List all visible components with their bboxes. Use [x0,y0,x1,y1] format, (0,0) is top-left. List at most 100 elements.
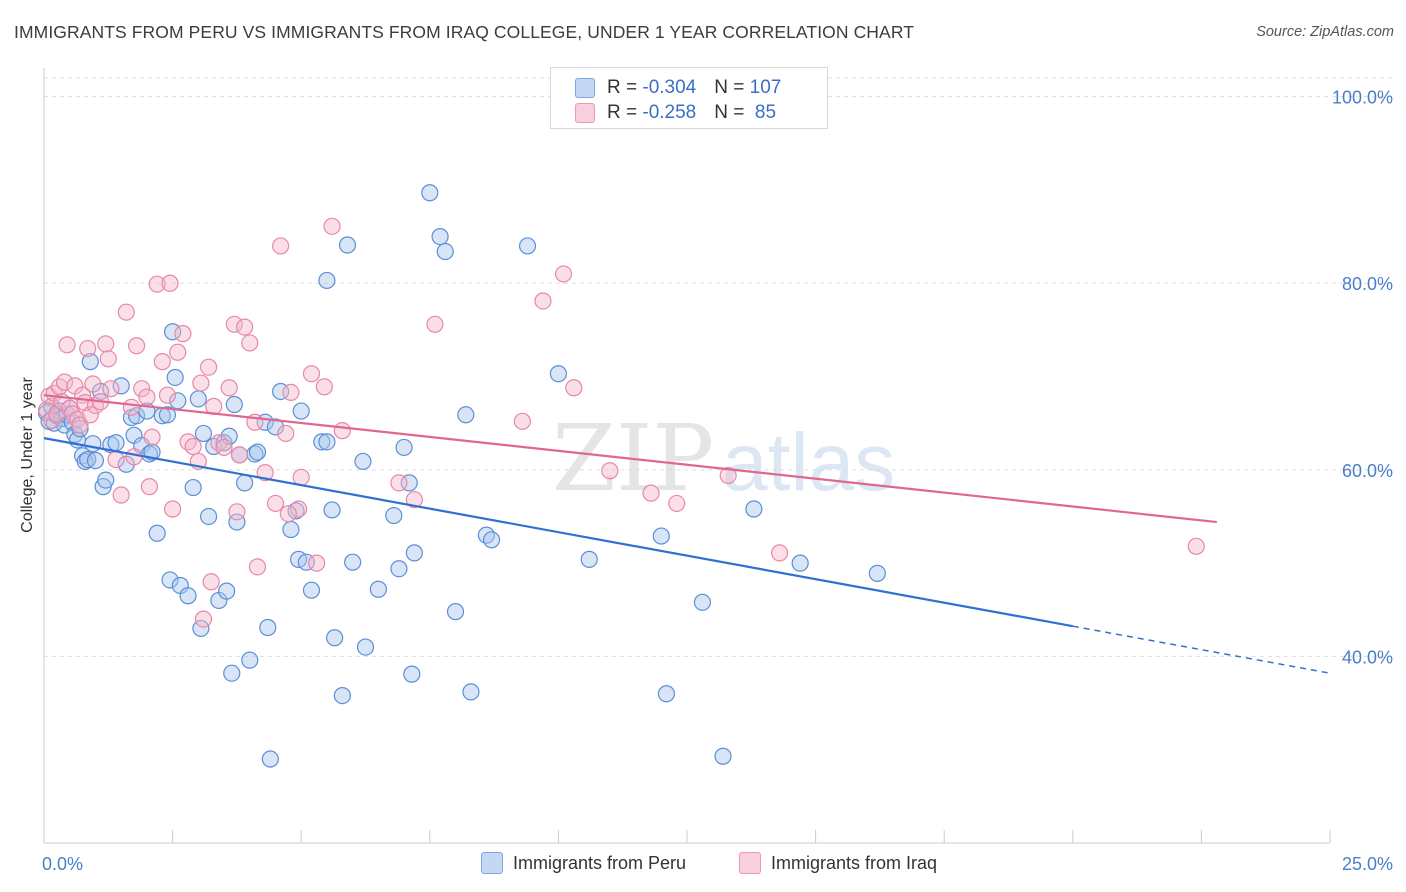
peru-point-75 [326,629,344,647]
peru-point-89 [431,227,449,246]
legend-item-iraq: Immigrants from Iraq [739,852,937,874]
iraq-point-42 [184,437,202,456]
peru-point-93 [462,683,480,701]
iraq-point-49 [210,434,228,452]
iraq-point-58 [248,558,267,576]
peru-point-100 [657,685,676,703]
iraq-point-59 [256,464,274,482]
peru-point-18 [84,435,102,453]
peru-point-103 [745,500,763,518]
iraq-point-31 [138,388,156,406]
legend-peru-swatch [481,852,503,874]
peru-point-87 [405,544,423,562]
iraq-point-54 [230,446,249,464]
peru-point-64 [266,418,285,436]
peru-point-96 [518,237,537,255]
iraq-point-63 [282,383,300,401]
peru-point-84 [395,438,413,457]
peru-point-73 [318,271,336,290]
peru-point-82 [385,506,403,525]
iraq-r-value: -0.258 [642,102,697,123]
peru-swatch [575,78,595,98]
iraq-point-65 [292,468,310,486]
iraq-point-80 [668,494,686,513]
iraq-n-label: N = [714,102,750,123]
iraq-point-18 [84,375,102,393]
iraq-point-76 [554,265,573,283]
iraq-point-51 [220,379,238,397]
legend-peru-label: Immigrants from Peru [513,852,687,873]
source-label: Source: ZipAtlas.com [1256,24,1394,40]
peru-point-44 [189,390,207,408]
iraq-point-81 [719,466,737,485]
iraq-point-73 [426,315,444,333]
iraq-point-78 [601,462,619,480]
peru-point-76 [333,686,351,705]
peru-point-52 [220,427,238,445]
peru-point-36 [158,406,177,424]
y-tick-labels: 40.0% 60.0% 80.0% 100.0% [1332,88,1393,668]
iraq-point-35 [153,353,171,371]
peru-point-88 [421,184,439,202]
iraq-r-label: R = [607,102,643,123]
peru-point-53 [223,664,241,682]
peru-point-54 [225,395,243,414]
iraq-point-75 [534,292,552,310]
iraq-point-30 [133,380,151,398]
peru-point-79 [354,452,372,471]
peru-point-69 [292,402,310,420]
peru-point-17 [81,353,99,371]
peru-point-43 [184,478,202,497]
iraq-point-36 [158,386,177,404]
iraq-point-24 [107,450,125,469]
iraq-swatch [575,103,595,123]
iraq-point-17 [81,406,99,424]
iraq-point-7 [55,373,74,391]
peru-point-25 [112,377,130,395]
peru-point-92 [457,406,475,424]
peru-point-34 [148,524,166,542]
iraq-point-64 [290,500,308,518]
peru-point-72 [313,433,331,451]
iraq-point-33 [143,428,161,446]
iraq-point-16 [79,339,97,358]
peru-trend-extension [1072,625,1331,674]
iraq-point-8 [58,336,76,354]
iraq-point-40 [174,325,192,343]
x-tick-labels: 0.0% 25.0% [42,854,1393,874]
legend-row-iraq: R = -0.258 N = 85 [575,101,776,125]
peru-r-value: -0.304 [642,77,697,98]
peru-r-label: R = [607,77,643,98]
peru-point-22 [97,471,115,489]
peru-point-42 [179,587,197,605]
iraq-point-66 [302,365,321,383]
iraq-points [37,217,1205,628]
legend-row-peru: R = -0.304 N = 107 [575,76,781,100]
peru-point-74 [323,501,341,519]
iraq-point-83 [1187,537,1205,555]
iraq-point-22 [99,350,117,368]
iraq-point-44 [192,374,210,392]
iraq-point-27 [122,398,141,416]
peru-point-86 [403,665,421,683]
peru-point-90 [436,242,454,261]
peru-point-29 [127,407,146,425]
iraq-point-21 [97,335,115,353]
peru-point-106 [318,433,336,451]
peru-point-78 [344,553,362,571]
peru-point-58 [241,651,259,669]
peru-point-77 [338,236,357,254]
peru-point-102 [714,747,732,765]
y-tick-label-3: 100.0% [1332,88,1393,108]
iraq-point-34 [148,275,166,293]
peru-point-94 [477,526,495,544]
iraq-point-0 [37,401,56,419]
iraq-point-41 [179,433,197,451]
legend-item-peru: Immigrants from Peru [481,852,686,874]
peru-n-value: 107 [749,77,782,98]
iraq-point-45 [194,610,213,628]
y-tick-label-0: 40.0% [1342,647,1393,667]
y-tick-label-1: 60.0% [1342,461,1393,481]
iraq-point-84 [279,505,297,523]
